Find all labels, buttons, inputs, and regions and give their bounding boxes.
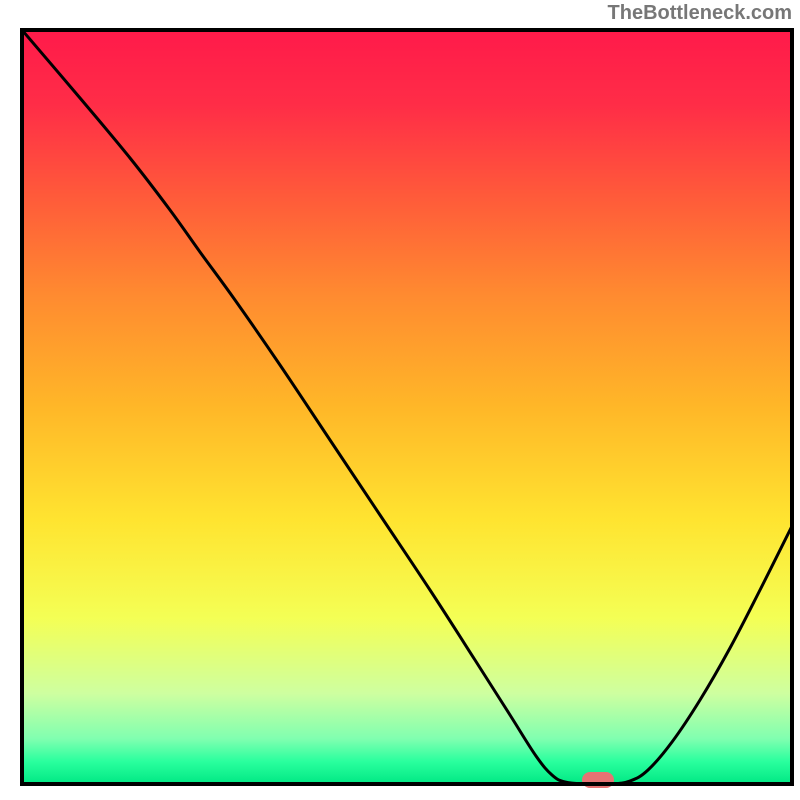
watermark-text: TheBottleneck.com <box>608 2 792 25</box>
chart-container: TheBottleneck.com <box>0 0 800 800</box>
plot-background <box>22 30 792 784</box>
bottleneck-chart <box>0 0 800 800</box>
